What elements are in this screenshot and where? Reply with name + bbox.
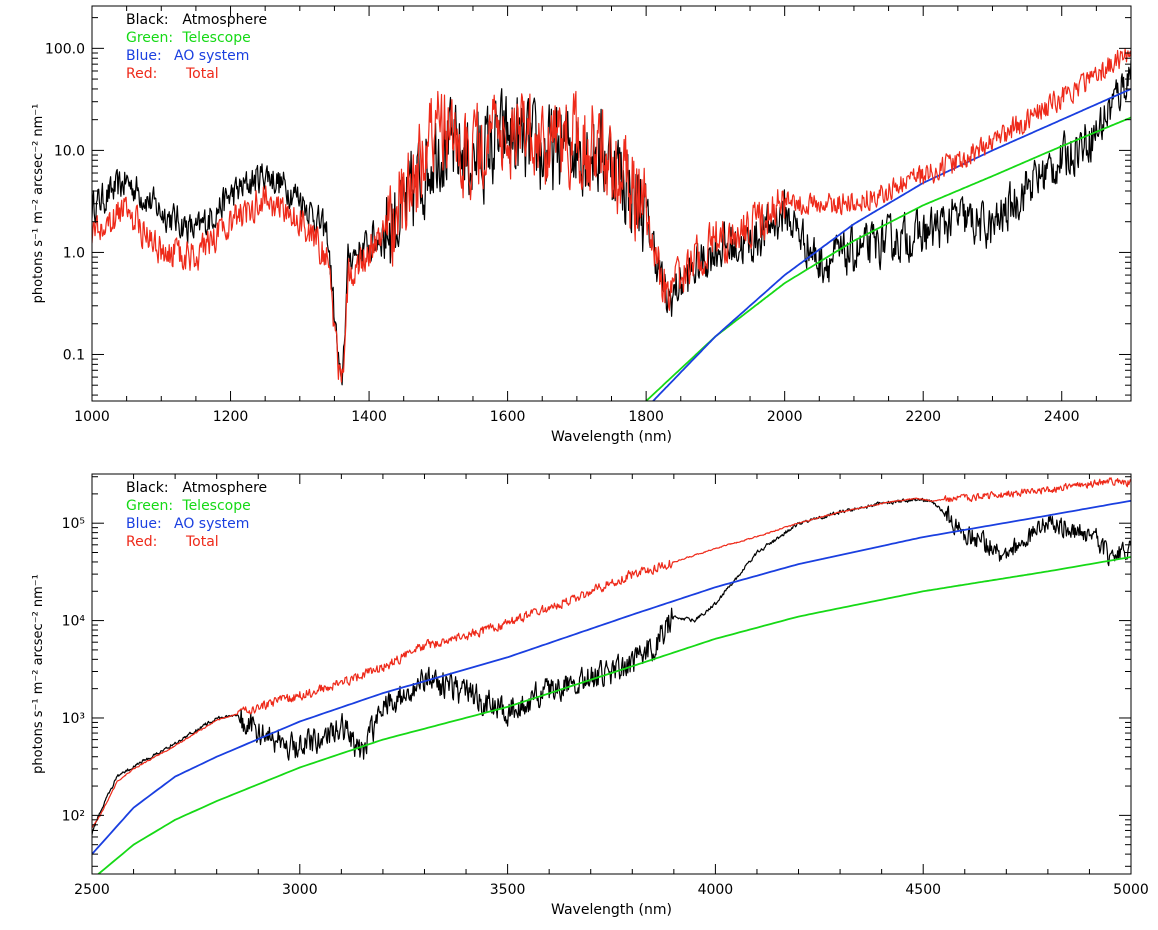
x-tick-label: 1400	[351, 409, 387, 425]
y-tick-label: 1.0	[63, 245, 85, 261]
x-tick-label: 2000	[767, 409, 803, 425]
chart-2: 2500 3000 3500 4000 4500 5000 10² 10³ 10⁴ 10⁵ Wave…	[31, 473, 1149, 918]
x-tick-label: 3000	[282, 882, 318, 898]
series-line-atmosphere	[92, 497, 1131, 835]
legend-entry: Green: Telescope	[126, 30, 251, 46]
x-tick-label: 4000	[698, 882, 734, 898]
x-tick-label: 4500	[905, 882, 941, 898]
legend-entry: Black: Atmosphere	[126, 480, 267, 496]
y-tick-label: 10.0	[54, 143, 85, 159]
y-axis-label: photons s⁻¹ m⁻² arcsec⁻² nm⁻¹	[31, 104, 46, 304]
x-tick-label: 1800	[628, 409, 664, 425]
legend-entry: Green: Telescope	[126, 498, 251, 514]
x-tick-label: 3500	[490, 882, 526, 898]
y-tick-label: 10³	[62, 711, 85, 727]
series-line-total	[92, 48, 1131, 383]
series-line-telescope	[97, 556, 1131, 874]
legend: Black: Atmosphere Green: Telescope Blue: AO s…	[126, 12, 267, 82]
legend-entry: Red: Total	[126, 534, 219, 550]
chart-1: 1000 1200 1400 1600 1800 2000 2200 2400 0.1 1.0 10…	[31, 5, 1132, 445]
x-tick-label: 2400	[1044, 409, 1080, 425]
series-line-ao-system	[92, 499, 1131, 855]
legend-entry: Blue: AO system	[126, 48, 249, 64]
x-tick-label: 1000	[74, 409, 110, 425]
x-tick-label: 1200	[213, 409, 249, 425]
y-tick-label: 10²	[62, 808, 85, 824]
series-line-atmosphere	[92, 60, 1131, 386]
y-tick-label: 100.0	[45, 41, 85, 57]
series-line-total	[92, 477, 1131, 829]
plot-frame	[91, 473, 1132, 875]
x-axis-label: Wavelength (nm)	[551, 429, 672, 445]
x-tick-label: 1600	[490, 409, 526, 425]
plot-area	[92, 477, 1131, 874]
legend-entry: Blue: AO system	[126, 516, 249, 532]
x-tick-label: 5000	[1113, 882, 1149, 898]
x-axis-label: Wavelength (nm)	[551, 902, 672, 918]
y-tick-label: 10⁵	[62, 516, 85, 532]
plot-area	[92, 48, 1131, 401]
y-axis-label: photons s⁻¹ m⁻² arcsec⁻² nm⁻¹	[31, 574, 46, 774]
x-tick-label: 2500	[74, 882, 110, 898]
x-tick-label: 2200	[905, 409, 941, 425]
legend: Black: Atmosphere Green: Telescope Blue: AO s…	[126, 480, 267, 550]
legend-entry: Black: Atmosphere	[126, 12, 267, 28]
series-line-telescope	[645, 116, 1131, 401]
legend-entry: Red: Total	[126, 66, 219, 82]
y-tick-label: 0.1	[63, 347, 85, 363]
y-tick-label: 10⁴	[62, 614, 86, 630]
series-line-ao-system	[652, 88, 1131, 401]
